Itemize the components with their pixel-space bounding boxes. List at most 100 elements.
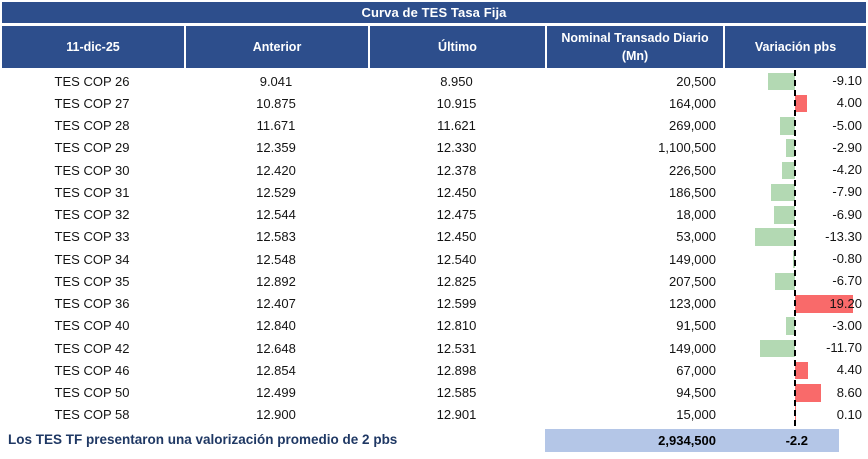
variation-value: 19.20 [829,295,862,311]
variation-value: -6.70 [832,273,862,289]
ultimo-cell: 12.450 [436,184,477,200]
variation-value: 4.00 [836,95,862,111]
variation-average: -2.2 [785,433,808,448]
column-header-row: 11-dic-25 Anterior Último Nominal Transa… [2,26,866,68]
table-row: TES COP 34 12.548 12.540 149,000 -0.80 [0,248,868,270]
ref-cell: TES COP 32 [54,207,130,223]
ultimo-cell: 8.950 [440,73,473,89]
anterior-cell: 12.407 [256,296,296,312]
nominal-cell: 149,000 [669,340,716,356]
variation-bar [771,183,795,202]
anterior-cell: 12.420 [256,162,296,178]
anterior-cell: 12.583 [256,229,296,245]
ultimo-cell: 12.901 [436,407,477,423]
ultimo-cell: 12.475 [436,207,477,223]
column-header-nominal: Nominal Transado Diario (Mn) [547,26,723,68]
ultimo-cell: 12.825 [436,273,477,289]
variation-cell: -0.80 [723,248,868,270]
ref-cell: TES COP 35 [54,273,130,289]
variation-cell: 19.20 [723,293,868,315]
ultimo-cell: 12.540 [436,251,477,267]
anterior-cell: 12.840 [256,318,296,334]
anterior-cell: 12.499 [256,385,296,401]
variation-bar [774,206,795,224]
variation-bar [767,72,795,90]
variation-cell: -3.00 [723,315,868,337]
ref-cell: TES COP 36 [54,296,130,312]
variation-bar [755,228,795,246]
variation-value: -7.90 [832,184,862,200]
variation-bar [786,317,795,335]
anterior-cell: 12.892 [256,273,296,289]
variation-cell: 4.40 [723,359,868,381]
variation-value: -11.70 [826,340,862,355]
variation-bar [786,139,795,157]
variation-value: 0.10 [836,406,862,422]
variation-bar [792,250,795,268]
table-row: TES COP 46 12.854 12.898 67,000 4.40 [0,359,868,381]
nominal-cell: 164,000 [669,95,716,111]
ref-cell: TES COP 50 [54,385,130,401]
column-header-date: 11-dic-25 [2,26,184,68]
table-row: TES COP 36 12.407 12.599 123,000 19.20 [0,293,868,315]
ref-cell: TES COP 46 [54,362,130,378]
anterior-cell: 12.544 [256,207,296,223]
ref-cell: TES COP 31 [54,184,130,200]
ref-cell: TES COP 26 [54,73,130,89]
ref-cell: TES COP 27 [54,95,130,111]
anterior-cell: 12.548 [256,251,296,267]
ultimo-cell: 12.599 [436,296,477,312]
variation-cell: 8.60 [723,382,868,404]
table-row: TES COP 58 12.900 12.901 15,000 0.10 [0,404,868,426]
table-row: TES COP 40 12.840 12.810 91,500 -3.00 [0,315,868,337]
table-row: TES COP 33 12.583 12.450 53,000 -13.30 [0,226,868,248]
variation-bar [780,117,795,135]
column-header-anterior: Anterior [186,26,368,68]
anterior-cell: 12.359 [256,140,296,156]
ref-cell: TES COP 29 [54,140,130,156]
variation-cell: -9.10 [723,70,868,92]
table-row: TES COP 29 12.359 12.330 1,100,500 -2.90 [0,137,868,159]
nominal-cell: 94,500 [676,385,716,401]
table-title: Curva de TES Tasa Fija [2,2,866,23]
nominal-cell: 91,500 [676,318,716,334]
column-header-variacion: Variación pbs [725,26,866,68]
ref-cell: TES COP 42 [54,340,130,356]
variation-bar [795,295,853,313]
variation-value: -5.00 [832,117,862,133]
nominal-cell: 15,000 [676,407,716,423]
nominal-cell: 186,500 [669,184,716,200]
ultimo-cell: 12.810 [436,318,477,334]
ref-cell: TES COP 28 [54,118,130,134]
variation-bar [782,161,795,179]
anterior-cell: 10.875 [256,95,296,111]
variation-value: -4.20 [832,162,862,177]
ultimo-cell: 12.450 [436,229,477,245]
ref-cell: TES COP 58 [54,407,130,423]
variation-value: -9.10 [832,73,862,88]
table-row: TES COP 32 12.544 12.475 18,000 -6.90 [0,204,868,226]
table-row: TES COP 26 9.041 8.950 20,500 -9.10 [0,70,868,92]
table-row: TES COP 30 12.420 12.378 226,500 -4.20 [0,159,868,181]
anterior-cell: 12.648 [256,340,296,356]
variation-value: -13.30 [825,228,862,244]
variation-cell: -11.70 [723,337,868,359]
anterior-cell: 12.900 [256,407,296,423]
variation-cell: -5.00 [723,115,868,137]
variation-cell: -2.90 [723,137,868,159]
nominal-cell: 207,500 [669,273,716,289]
nominal-cell: 149,000 [669,251,716,267]
variation-value: -0.80 [832,251,862,266]
variation-bar [795,361,809,380]
variation-cell: -7.90 [723,181,868,203]
nominal-cell: 18,000 [676,207,716,223]
anterior-cell: 12.529 [256,184,296,200]
nominal-cell: 67,000 [676,362,716,378]
nominal-cell: 269,000 [669,118,716,134]
nominal-cell: 1,100,500 [658,140,716,156]
variation-cell: -4.20 [723,159,868,181]
ref-cell: TES COP 33 [54,229,130,245]
ref-cell: TES COP 34 [54,251,130,267]
variation-value: -6.90 [832,206,862,222]
variation-value: 8.60 [836,384,862,400]
